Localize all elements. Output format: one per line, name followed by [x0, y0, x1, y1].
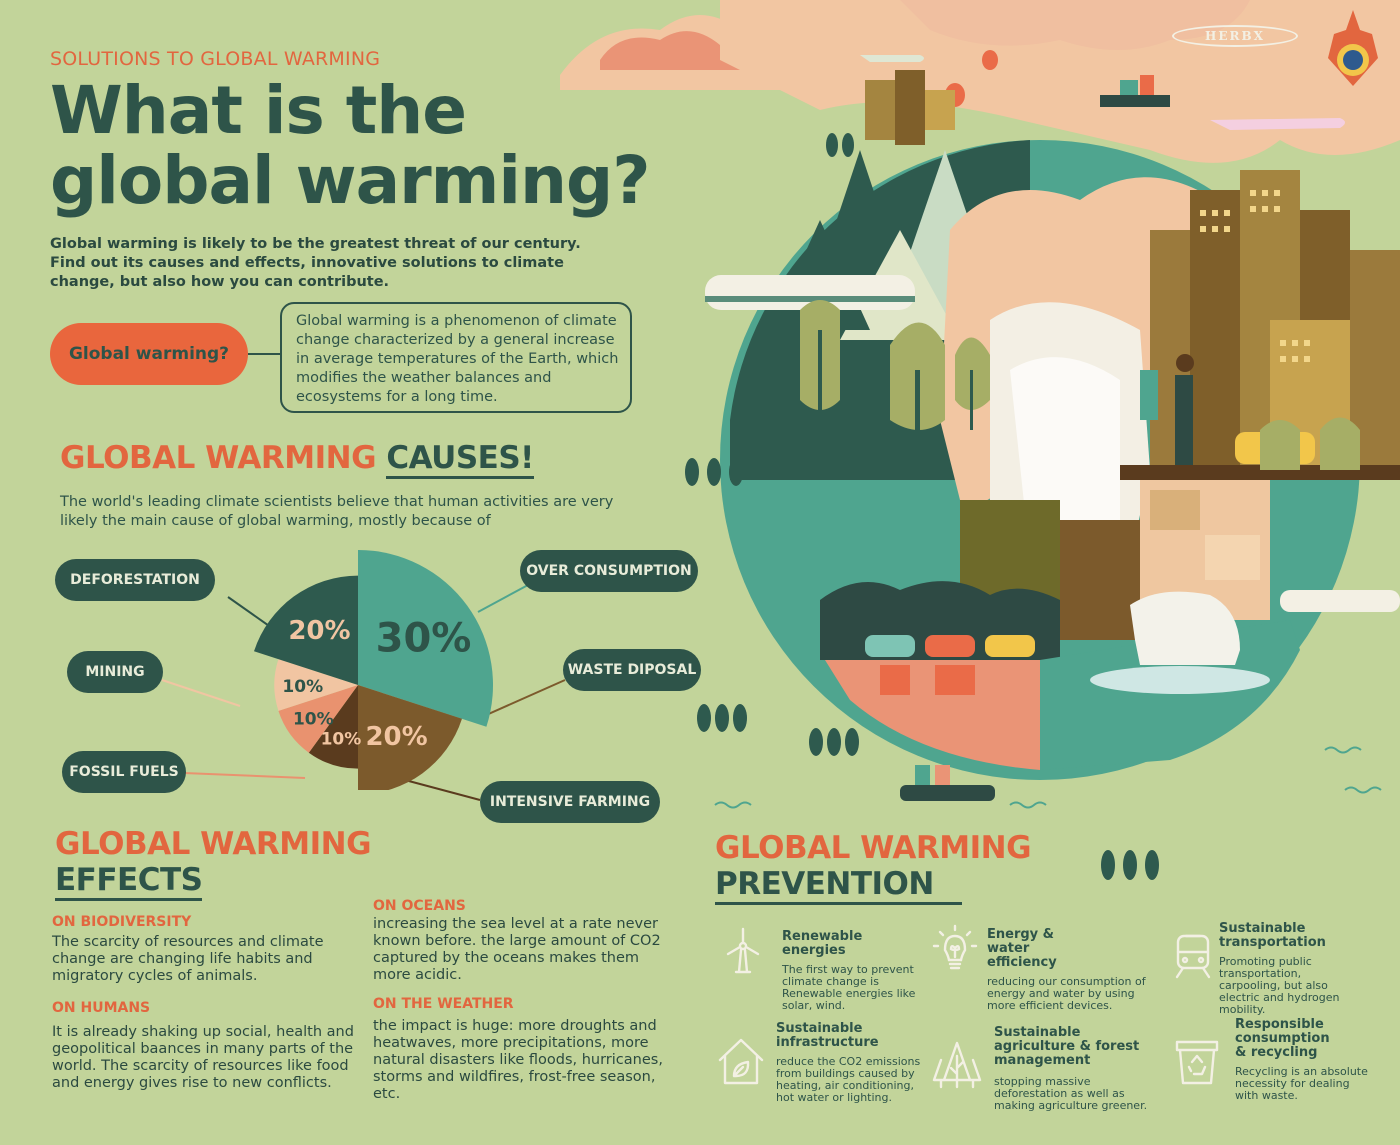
- pie-label-fossil-fuels: 10%: [293, 709, 334, 729]
- intro-text: Global warming is likely to be the great…: [50, 236, 581, 290]
- pie-label-deforestation: 20%: [288, 616, 350, 646]
- effect-humans-head: ON HUMANS: [52, 1000, 151, 1016]
- effect-biodiversity-head: ON BIODIVERSITY: [52, 914, 192, 930]
- prevention-heading-accent: GLOBAL WARMING: [715, 830, 1032, 866]
- prevention-recycling-body: Recycling is an absolute necessity for d…: [1235, 1065, 1368, 1102]
- pie-label-waste-disposal: 20%: [365, 722, 427, 752]
- prevention-infrastructure-body: reduce the CO2 emissions from buildings …: [776, 1055, 921, 1104]
- pie-label-mining: 10%: [282, 677, 323, 697]
- tag-over-consumption: OVER CONSUMPTION: [520, 550, 698, 592]
- prevention-agriculture: Sustainable agriculture & forest managem…: [994, 1026, 1159, 1112]
- pie-slice-waste-disposal: [358, 685, 462, 790]
- causes-pie-chart: 30%20%10%10%10%20%: [254, 550, 493, 790]
- prevention-renewable-body: The first way to prevent climate change …: [782, 963, 916, 1012]
- pie-slice-fossil-fuels: [278, 685, 358, 753]
- causes-intro: The world's leading climate scientists b…: [60, 494, 614, 529]
- recycle-bin-icon: [1175, 1040, 1219, 1085]
- prevention-efficiency-title: Energy & water efficiency: [987, 927, 1057, 970]
- effect-oceans-body: increasing the sea level at a rate never…: [373, 916, 661, 983]
- effects-heading-main: EFFECTS: [55, 862, 203, 901]
- prevention-heading-main: PREVENTION: [715, 866, 962, 905]
- effect-weather-body: the impact is huge: more droughts and he…: [373, 1018, 663, 1102]
- prevention-agriculture-body: stopping massive deforestation as well a…: [994, 1075, 1148, 1112]
- tag-fossil-fuels: FOSSIL FUELS: [62, 751, 186, 793]
- prevention-recycling-title: Responsible consumption & recycling: [1235, 1017, 1330, 1060]
- tag-deforestation: DEFORESTATION: [55, 559, 215, 601]
- prevention-infrastructure: Sustainable infrastructure reduce the CO…: [776, 1022, 926, 1104]
- prevention-renewable-title: Renewable energies: [782, 929, 863, 958]
- effect-humans: ON HUMANS It is already shaking up socia…: [52, 1000, 362, 1092]
- prevention-efficiency: Energy & water efficiency reducing our c…: [987, 928, 1152, 1012]
- prevention-transport-title: Sustainable transportation: [1219, 921, 1326, 950]
- page-title: What is the global warming?: [50, 76, 670, 216]
- effect-biodiversity: ON BIODIVERSITY The scarcity of resource…: [52, 914, 342, 985]
- prevention-renewable: Renewable energies The first way to prev…: [782, 930, 927, 1012]
- definition-box: Global warming is a phenomenon of climat…: [280, 302, 632, 413]
- effect-weather: ON THE WEATHER the impact is huge: more …: [373, 996, 673, 1103]
- effect-biodiversity-body: The scarcity of resources and climate ch…: [52, 934, 324, 984]
- tag-mining: MINING: [67, 651, 163, 693]
- pie-label-over-consumption: 30%: [376, 615, 472, 661]
- definition-connector: [248, 353, 282, 355]
- prevention-infrastructure-title: Sustainable infrastructure: [776, 1021, 879, 1050]
- pie-label-intensive-farming: 10%: [321, 730, 362, 750]
- effect-oceans-head: ON OCEANS: [373, 898, 466, 914]
- definition-label: Global warming?: [50, 323, 248, 385]
- pie-slice-deforestation: [254, 575, 358, 685]
- prevention-recycling: Responsible consumption & recycling Recy…: [1235, 1018, 1375, 1102]
- tag-intensive-farming: INTENSIVE FARMING: [480, 781, 660, 823]
- effect-humans-body: It is already shaking up social, health …: [52, 1024, 354, 1091]
- wind-turbine-icon: [726, 927, 760, 974]
- causes-connectors: [161, 584, 566, 801]
- house-leaf-icon: [718, 1038, 764, 1085]
- prevention-transport: Sustainable transportation Promoting pub…: [1219, 922, 1364, 1016]
- causes-heading-main: CAUSES!: [386, 440, 534, 479]
- pie-slice-intensive-farming: [308, 685, 358, 769]
- effects-heading-accent: GLOBAL WARMING: [55, 826, 372, 862]
- title-line-1: What is the: [50, 72, 467, 149]
- prevention-agriculture-title: Sustainable agriculture & forest managem…: [994, 1025, 1140, 1068]
- effect-oceans: ON OCEANS increasing the sea level at a …: [373, 898, 673, 984]
- tag-waste-disposal: WASTE DIPOSAL: [563, 649, 701, 691]
- university-seal-icon: [1328, 10, 1378, 86]
- lightbulb-leaf-icon: [932, 924, 978, 970]
- prevention-transport-body: Promoting public transportation, carpool…: [1219, 955, 1340, 1016]
- pie-slice-over-consumption: [358, 550, 493, 727]
- herbx-logo-text: HERBX: [1205, 29, 1265, 43]
- prevention-efficiency-body: reducing our consumption of energy and w…: [987, 975, 1146, 1012]
- causes-heading: GLOBAL WARMING CAUSES!: [60, 440, 534, 479]
- forest-icon: [932, 1041, 982, 1089]
- title-line-2: global warming?: [50, 142, 651, 219]
- herbx-logo: HERBX: [1172, 25, 1298, 47]
- prevention-heading: GLOBAL WARMING PREVENTION: [715, 830, 1032, 905]
- pie-slice-mining: [274, 659, 358, 711]
- train-icon: [1175, 934, 1211, 979]
- effects-heading: GLOBAL WARMING EFFECTS: [55, 826, 372, 901]
- page-kicker: SOLUTIONS TO GLOBAL WARMING: [50, 48, 381, 70]
- effect-weather-head: ON THE WEATHER: [373, 996, 514, 1012]
- causes-heading-accent: GLOBAL WARMING: [60, 440, 377, 476]
